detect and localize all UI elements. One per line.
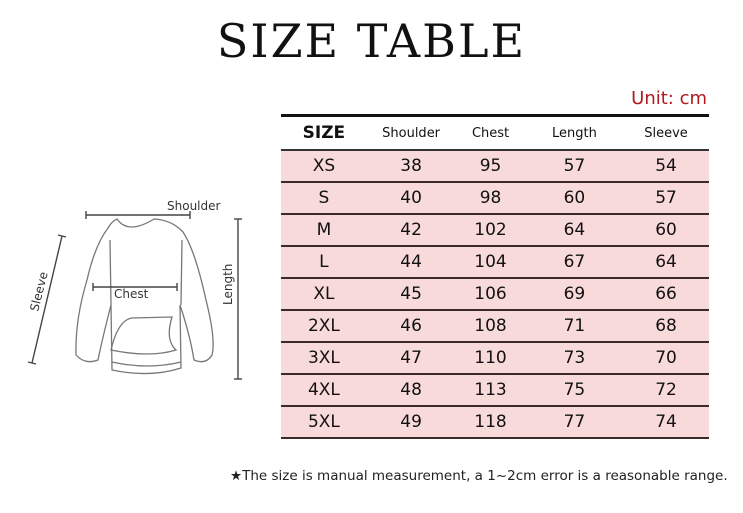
value-cell: 108 (455, 310, 526, 343)
value-cell: 110 (455, 342, 526, 375)
value-cell: 106 (455, 278, 526, 311)
header-sleeve: Sleeve (623, 115, 709, 151)
value-cell: 60 (623, 214, 709, 247)
size-cell: 4XL (281, 374, 367, 407)
value-cell: 38 (366, 150, 456, 183)
value-cell: 71 (525, 310, 624, 343)
value-cell: 98 (455, 182, 526, 215)
table-row: 2XL 46 108 71 68 (281, 310, 709, 343)
table-row: M 42 102 64 60 (281, 214, 709, 247)
value-cell: 77 (525, 406, 624, 439)
value-cell: 73 (525, 342, 624, 375)
value-cell: 42 (366, 214, 456, 247)
size-cell: 3XL (281, 342, 367, 375)
value-cell: 74 (623, 406, 709, 439)
value-cell: 69 (525, 278, 624, 311)
size-cell: 5XL (281, 406, 367, 439)
shoulder-label: Shoulder (167, 199, 221, 213)
value-cell: 46 (366, 310, 456, 343)
header-size: SIZE (281, 115, 367, 151)
unit-label: Unit: cm (631, 88, 707, 109)
value-cell: 75 (525, 374, 624, 407)
value-cell: 57 (623, 182, 709, 215)
size-cell: S (281, 182, 367, 215)
value-cell: 64 (623, 246, 709, 279)
page-title: SIZE TABLE (216, 14, 527, 68)
size-cell: XS (281, 150, 367, 183)
header-chest: Chest (455, 115, 526, 151)
length-label: Length (221, 264, 235, 305)
size-cell: 2XL (281, 310, 367, 343)
value-cell: 67 (525, 246, 624, 279)
sleeve-label: Sleeve (27, 270, 50, 312)
value-cell: 57 (525, 150, 624, 183)
value-cell: 47 (366, 342, 456, 375)
chest-label: Chest (114, 287, 149, 301)
table-row: 3XL 47 110 73 70 (281, 342, 709, 375)
sweater-outline-icon (75, 218, 214, 375)
value-cell: 48 (366, 374, 456, 407)
value-cell: 60 (525, 182, 624, 215)
measure-lines-icon (27, 211, 242, 380)
size-cell: XL (281, 278, 367, 311)
sweater-diagram: Shoulder Chest Length Sleeve (27, 199, 242, 380)
value-cell: 95 (455, 150, 526, 183)
value-cell: 113 (455, 374, 526, 407)
table-row: XL 45 106 69 66 (281, 278, 709, 311)
size-cell: L (281, 246, 367, 279)
table-row: 5XL 49 118 77 74 (281, 406, 709, 439)
table-header: SIZE Shoulder Chest Length Sleeve (281, 115, 709, 151)
value-cell: 66 (623, 278, 709, 311)
value-cell: 54 (623, 150, 709, 183)
size-table: SIZE Shoulder Chest Length Sleeve XS 38 95… (281, 114, 709, 439)
value-cell: 45 (366, 278, 456, 311)
header-shoulder: Shoulder (366, 115, 456, 151)
value-cell: 70 (623, 342, 709, 375)
table-row: S 40 98 60 57 (281, 182, 709, 215)
value-cell: 64 (525, 214, 624, 247)
value-cell: 44 (366, 246, 456, 279)
value-cell: 102 (455, 214, 526, 247)
table-row: 4XL 48 113 75 72 (281, 374, 709, 407)
measurement-note: ★The size is manual measurement, a 1~2cm… (230, 468, 728, 484)
size-cell: M (281, 214, 367, 247)
table-row: XS 38 95 57 54 (281, 150, 709, 183)
table-row: L 44 104 67 64 (281, 246, 709, 279)
value-cell: 68 (623, 310, 709, 343)
value-cell: 72 (623, 374, 709, 407)
value-cell: 40 (366, 182, 456, 215)
value-cell: 104 (455, 246, 526, 279)
header-length: Length (525, 115, 624, 151)
value-cell: 49 (366, 406, 456, 439)
value-cell: 118 (455, 406, 526, 439)
